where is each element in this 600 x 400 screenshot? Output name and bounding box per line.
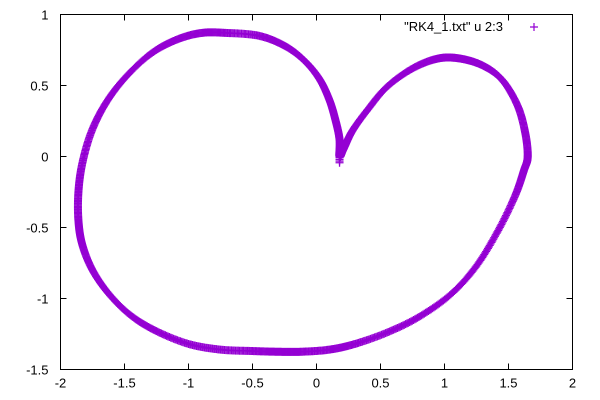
data-point [335, 158, 344, 167]
legend-plus-mark [530, 23, 538, 31]
x-tick-label: -1 [183, 376, 195, 391]
x-tick-label: 1 [441, 376, 448, 391]
y-tick-label: -0.5 [26, 221, 48, 236]
x-tick-label: 2 [569, 376, 576, 391]
x-tick-label: 0.5 [371, 376, 389, 391]
legend-label: "RK4_1.txt" u 2:3 [404, 19, 503, 34]
data-point [335, 136, 344, 145]
series-layer [73, 28, 532, 356]
x-tick-label: 1.5 [499, 376, 517, 391]
y-tick-label: 1 [41, 8, 48, 23]
legend-marker-plus [530, 23, 538, 31]
axis-ticks: -2 -1.5 -1 -0.5 0 0.5 1 1.5 2 1 0.5 0 -0.5 -1 -1.5 [26, 8, 576, 391]
series-points [73, 28, 532, 356]
y-tick-label: 0 [41, 150, 48, 165]
x-tick-label: 0 [313, 376, 320, 391]
y-tick-label: 0.5 [30, 79, 48, 94]
legend: "RK4_1.txt" u 2:3 [404, 19, 538, 34]
y-tick-label: -1.5 [26, 363, 48, 378]
x-tick-label: -2 [55, 376, 67, 391]
y-tick-label: -1 [37, 292, 49, 307]
x-tick-label: -1.5 [113, 376, 135, 391]
x-tick-label: -0.5 [241, 376, 263, 391]
